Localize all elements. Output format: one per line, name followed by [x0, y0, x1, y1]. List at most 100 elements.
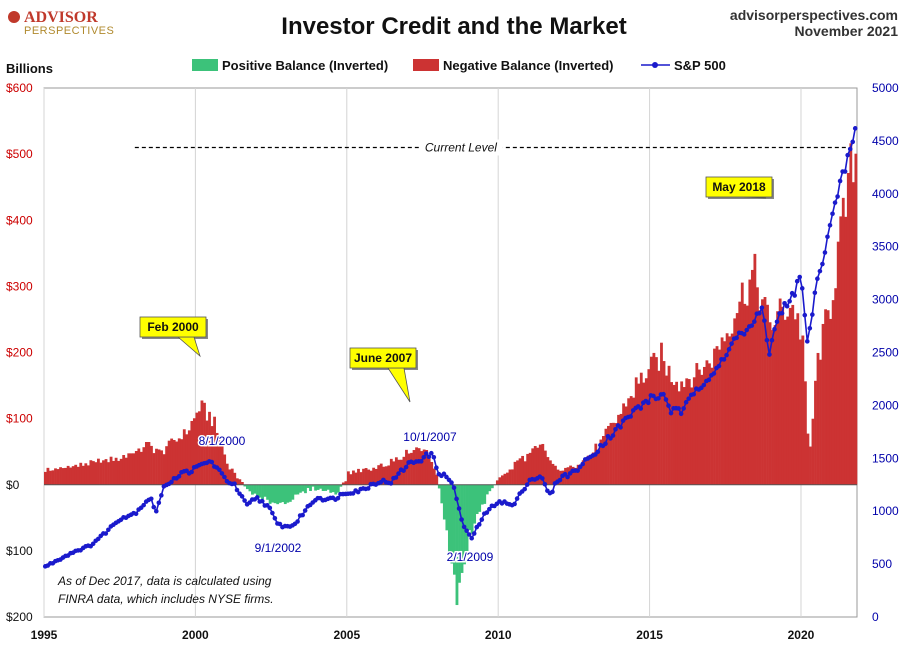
sp500-point: [764, 337, 770, 343]
bar-negative-balance: [851, 182, 855, 485]
bar-negative-balance: [629, 396, 633, 485]
sp500-point: [90, 541, 96, 547]
sp500-point: [300, 512, 305, 518]
sp500-point: [454, 496, 459, 502]
bar-negative-balance: [773, 325, 777, 485]
sp500-point: [610, 433, 616, 438]
bar-negative-balance: [218, 440, 222, 485]
bar-negative-balance: [369, 470, 373, 485]
bar-negative-balance: [407, 453, 411, 485]
sp500-point: [595, 449, 601, 455]
bar-negative-balance: [341, 482, 345, 485]
bar-negative-balance: [175, 441, 179, 485]
bar-positive-balance: [276, 484, 280, 505]
bar-negative-balance: [720, 337, 724, 485]
bar-negative-balance: [225, 463, 229, 485]
bar-positive-balance: [336, 484, 340, 493]
bar-positive-balance: [458, 484, 461, 583]
sp500-point: [148, 496, 154, 502]
x-tick-label: 2020: [788, 628, 815, 642]
bar-negative-balance: [344, 481, 348, 485]
logo: ADVISOR PERSPECTIVES: [8, 9, 114, 37]
bar-negative-balance: [670, 382, 673, 485]
callout-box: May 2018: [705, 176, 774, 199]
legend-label-sp500: S&P 500: [674, 58, 726, 73]
legend: Positive Balance (Inverted) Negative Bal…: [192, 58, 726, 73]
sp500-point: [749, 323, 755, 328]
sp500-point: [812, 290, 818, 296]
bar-negative-balance: [109, 456, 113, 485]
bar-negative-balance: [61, 468, 65, 485]
sp500-series: [42, 126, 858, 569]
legend-swatch-positive: [192, 59, 218, 71]
sp500-point: [514, 496, 520, 501]
bar-negative-balance: [220, 444, 224, 485]
sp500-point: [451, 485, 457, 491]
bar-negative-balance: [644, 378, 648, 485]
bar-negative-balance: [89, 460, 93, 485]
bar-negative-balance: [367, 469, 370, 485]
date-annotation: 2/1/2009: [447, 550, 494, 564]
bar-negative-balance: [160, 450, 163, 485]
bar-negative-balance: [783, 319, 787, 485]
right-tick-label: 1500: [872, 451, 899, 465]
current-level-label-bg: [418, 139, 503, 156]
bar-negative-balance: [551, 463, 555, 485]
current-level-label: Current Level: [425, 141, 497, 155]
bar-negative-balance: [235, 478, 239, 485]
bar-negative-balance: [538, 444, 542, 485]
bar-negative-balance: [708, 363, 711, 485]
bar-negative-balance: [584, 459, 588, 485]
sp500-point: [810, 312, 815, 317]
left-tick-label: $400: [6, 213, 33, 227]
bar-negative-balance: [798, 339, 802, 485]
bar-negative-balance: [791, 304, 795, 485]
left-tick-label: $0: [6, 478, 20, 492]
bar-positive-balance: [339, 484, 343, 487]
sp500-point: [464, 528, 469, 533]
bar-negative-balance: [543, 450, 547, 485]
right-tick-label: 500: [872, 557, 892, 571]
bar-negative-balance: [508, 469, 512, 485]
bar-negative-balance: [392, 461, 396, 485]
bar-negative-balance: [240, 482, 244, 485]
bar-negative-balance: [687, 379, 691, 485]
bar-negative-balance: [155, 448, 158, 485]
bar-positive-balance: [319, 484, 323, 489]
logo-line2: PERSPECTIVES: [24, 25, 114, 37]
bar-negative-balance: [377, 465, 381, 485]
bar-negative-balance: [124, 457, 128, 485]
bar-negative-balance: [655, 357, 658, 485]
bar-positive-balance: [306, 484, 310, 488]
right-tick-label: 3000: [872, 293, 899, 307]
bar-negative-balance: [208, 411, 211, 485]
bar-negative-balance: [690, 387, 694, 485]
sp500-point: [784, 303, 790, 309]
bar-negative-balance: [387, 465, 391, 485]
legend-label-positive: Positive Balance (Inverted): [222, 58, 388, 73]
x-tick-label: 2015: [636, 628, 663, 642]
sp500-point: [661, 391, 666, 397]
bar-negative-balance: [66, 465, 70, 485]
bar-negative-balance: [400, 459, 403, 485]
bar-positive-balance: [296, 484, 300, 495]
bar-positive-balance: [437, 484, 441, 489]
bar-negative-balance: [667, 365, 671, 485]
bar-negative-balance: [743, 303, 747, 485]
bar-negative-balance: [412, 450, 416, 485]
bar-negative-balance: [357, 468, 360, 485]
sp500-point: [666, 403, 671, 408]
bar-negative-balance: [781, 306, 785, 485]
bar-negative-balance: [382, 466, 386, 485]
bar-negative-balance: [846, 172, 850, 485]
bar-negative-balance: [776, 311, 780, 485]
bar-negative-balance: [718, 349, 721, 485]
bar-negative-balance: [571, 466, 575, 485]
bar-positive-balance: [445, 484, 449, 531]
bar-negative-balance: [182, 429, 186, 485]
bar-negative-balance: [591, 452, 595, 485]
bar-negative-balance: [523, 461, 527, 485]
bar-negative-balance: [425, 450, 429, 485]
sp500-point: [779, 310, 785, 316]
left-tick-label: $600: [6, 81, 33, 95]
